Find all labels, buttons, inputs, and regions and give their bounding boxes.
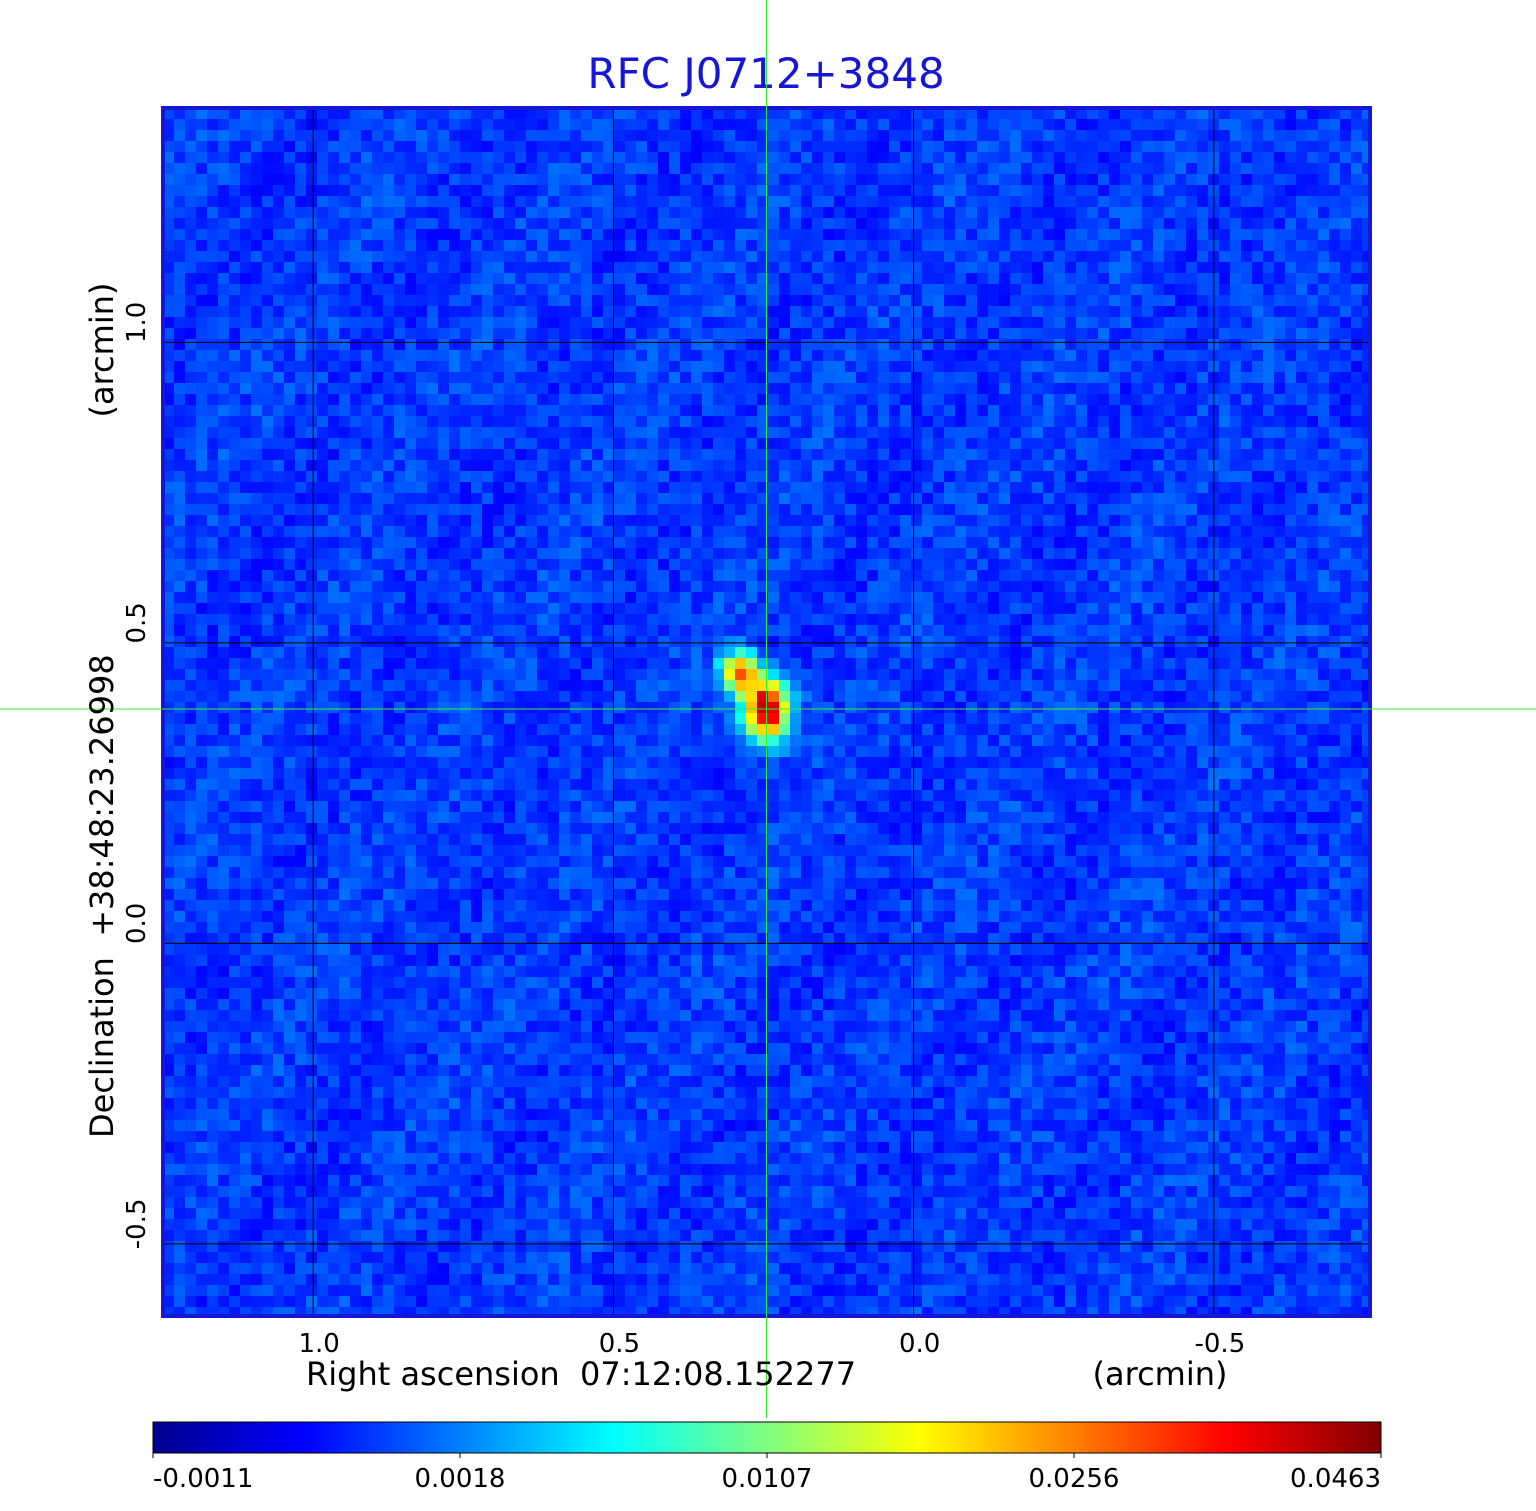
- y-axis-unit: (arcmin): [83, 283, 121, 418]
- y-tick-label: 0.0: [122, 903, 152, 944]
- x-tick-label: 0.0: [899, 1329, 940, 1359]
- x-tick-label: 1.0: [298, 1329, 339, 1359]
- colorbar: [152, 1421, 1382, 1454]
- x-axis-unit: (arcmin): [1093, 1355, 1228, 1393]
- heatmap-image: [163, 108, 1370, 1316]
- y-axis-label: Declination +38:48:23.26998: [83, 654, 121, 1138]
- colorbar-tick-label: -0.0011: [153, 1464, 253, 1494]
- x-axis-label: Right ascension 07:12:08.152277: [306, 1355, 856, 1393]
- y-tick-label: 1.0: [122, 302, 152, 343]
- x-tick-label: -0.5: [1195, 1329, 1246, 1359]
- colorbar-tick-label: 0.0107: [722, 1464, 813, 1494]
- crosshair: [0, 0, 1536, 1418]
- x-tick-label: 0.5: [599, 1329, 640, 1359]
- colorbar-tick-label: 0.0018: [415, 1464, 506, 1494]
- y-tick-label: -0.5: [122, 1199, 152, 1250]
- y-tick-label: 0.5: [122, 602, 152, 643]
- colorbar-tick-labels: -0.0011 0.0018 0.0107 0.0256 0.0463: [152, 1453, 1382, 1494]
- x-tick-labels: 1.0 0.5 0.0 -0.5: [298, 1329, 1245, 1359]
- y-tick-labels: -0.5 0.0 0.5 1.0: [122, 302, 152, 1250]
- colorbar-tick-label: 0.0463: [1290, 1464, 1381, 1494]
- colorbar-tick-label: 0.0256: [1029, 1464, 1120, 1494]
